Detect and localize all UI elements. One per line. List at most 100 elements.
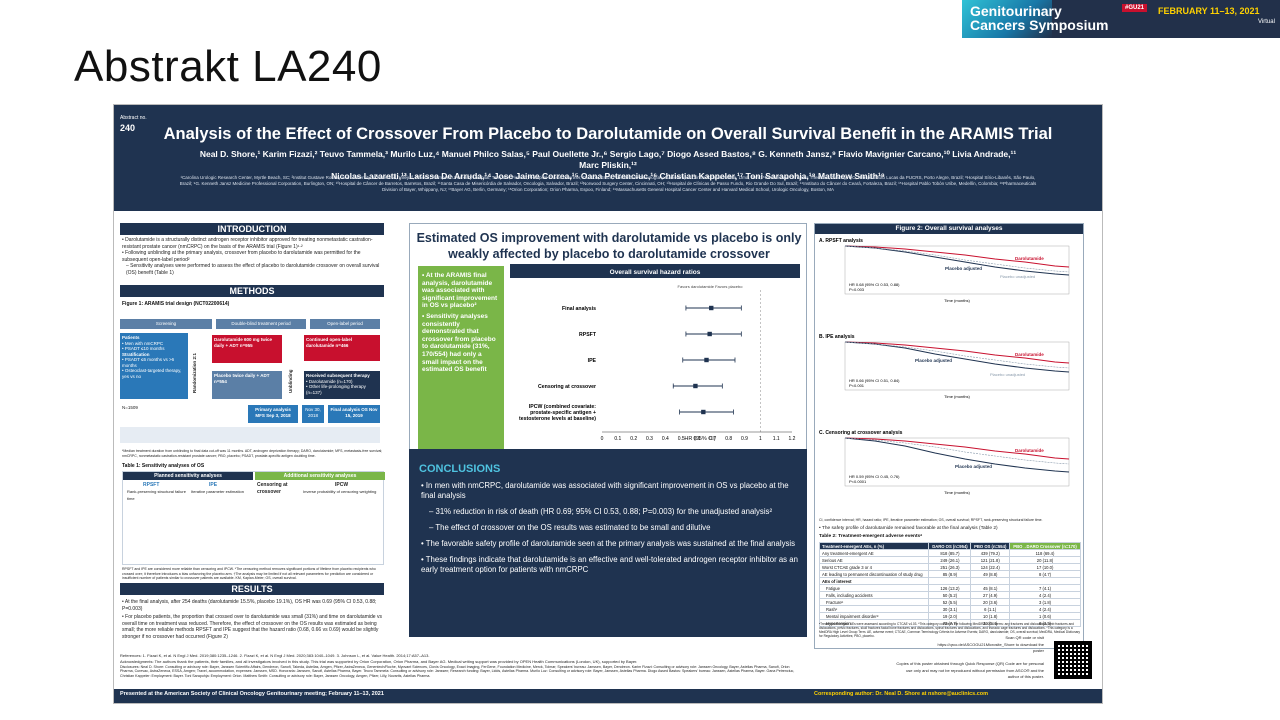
forest-xlabel: HR (95% CI): [684, 436, 715, 442]
summary-bullet: • At the ARAMIS final analysis, daroluta…: [422, 272, 498, 310]
qr-instructions: Scan QR code or visit https://qrco.de/AS…: [937, 635, 1045, 653]
km-panel-b: B. IPE analysis Darolutamide Placebo adj…: [819, 334, 1070, 399]
forest-row-label: IPCW (combined covariate: prostate-specif…: [519, 404, 596, 422]
x-tick-label: 0: [601, 436, 604, 442]
intro-bullet: • Following unblinding at the primary an…: [122, 250, 361, 263]
panel-b-label: B. IPE analysis: [819, 334, 855, 340]
table1-cell: Inverse probability of censoring weighti…: [303, 489, 377, 494]
patients-line: • Osteoclast-targeted therapy, yes vs no: [122, 368, 182, 379]
x-tick-label: 0.5: [678, 436, 685, 442]
x-tick-label: 0.6: [694, 436, 701, 442]
table2-cell: 118 (69.4): [1009, 549, 1081, 557]
forest-row-label: RPSFT: [579, 332, 597, 338]
slide-title: Abstrakt LA240: [74, 42, 382, 91]
table2-cell: Serious AE: [818, 556, 930, 564]
hr-point: [701, 409, 706, 415]
x-tick-label: 0.3: [646, 436, 653, 442]
affiliations: ¹Carolina Urologic Research Center, Myrt…: [179, 175, 1037, 192]
table1-note: RPSFT and IPE are considered more reliab…: [122, 567, 376, 580]
conclusions-panel: CONCLUSIONS • In men with nmCRPC, darolu…: [409, 449, 807, 637]
conclusions-body: • In men with nmCRPC, darolutamide was a…: [421, 481, 801, 581]
final-analysis-box: Final analysis OS Nov 15, 2019: [328, 405, 380, 423]
time-label-b: Time (months): [944, 394, 970, 399]
table2-cell: Any treatment-emergent AE: [818, 549, 930, 557]
figure2-panel: Figure 2: Overall survival analyses A. R…: [814, 223, 1084, 649]
table2-header: PBO OS (n=554): [970, 542, 1011, 550]
figure1-label: Figure 1: ARAMIS trial design (NCT022006…: [122, 301, 230, 307]
table2-row: Rashᶜ 30 (3.1) 6 (1.1) 4 (2.4): [818, 605, 1081, 613]
hr-a: HR 0.68 (95% CI 0.53, 0.88): [849, 282, 900, 287]
daro-label: Darolutamide: [1015, 448, 1044, 453]
conference-mode: Virtual: [1258, 19, 1275, 25]
table2-row: AEs of interest: [818, 577, 1081, 585]
acknowledgments: Acknowledgments: The authors thank the p…: [120, 659, 638, 664]
results-heading: RESULTS: [120, 583, 384, 595]
nov-date-box: Nov 30, 2018: [302, 405, 324, 423]
patients-line: • PSADT ≤10 months: [122, 346, 165, 351]
conference-dates: FEBRUARY 11–13, 2021: [1158, 6, 1260, 16]
authors-line-2: Nicolas Lazaretti,¹³ Larissa De Arruda,¹…: [331, 171, 885, 181]
panel-b-frame: [844, 341, 1070, 391]
screening-box: Screening: [120, 319, 212, 329]
placebo-adjusted-curve: [844, 341, 1070, 373]
poster-header: Abstract no. 240 Analysis of the Effect …: [114, 105, 1102, 211]
table2-cell: Fractureᵇ: [818, 598, 930, 606]
patients-title: Patients: [122, 335, 140, 340]
abstract-number: 240: [120, 123, 136, 133]
qr-code[interactable]: [1054, 641, 1092, 679]
randomization-label: Randomization 2:1: [192, 352, 197, 393]
trial-design-diagram: Screening Double-blind treatment period …: [120, 311, 382, 453]
table2-cell: 439 (79.2): [970, 549, 1011, 557]
time-label-c: Time (months): [944, 490, 970, 495]
table2-cell: [970, 577, 1011, 585]
table2-cell: 30 (3.1): [928, 605, 972, 613]
conference-logo: [962, 0, 1052, 38]
subsequent-therapy: Received subsequent therapy • Darolutami…: [304, 371, 380, 399]
table2-cell: 50 (5.2): [928, 591, 972, 599]
x-tick-label: 1.1: [773, 436, 780, 442]
presented-at: Presented at the American Society of Cli…: [120, 691, 384, 697]
table2-cell: Hypertension: [818, 619, 930, 627]
table2-cell: AEs of interest: [818, 577, 930, 585]
panel-c-label: C. Censoring at crossover analysis: [819, 430, 903, 436]
table2-row: Mental impairment disorderᵈ 19 (2.0) 10 (1…: [818, 612, 1081, 620]
table2-cell: 251 (26.3): [928, 563, 972, 571]
unblinding-label: Unblinding: [288, 369, 293, 394]
table2-cell: Fatigue: [818, 584, 930, 592]
key-findings-panel: Estimated OS improvement with darolutami…: [409, 223, 807, 468]
table2-header: Treatment-emergent AEs, n (%): [818, 542, 930, 550]
introduction-text: • Darolutamide is a structurally distinc…: [122, 237, 384, 276]
pbo-unadj-label: Placebo unadjusted: [1000, 274, 1035, 279]
table2-cell: 4 (2.4): [1009, 591, 1081, 599]
figure2-footnote: CI, confidence interval; HR, hazard rati…: [819, 518, 1043, 522]
table1-cell: Rank-preserving structural failure time: [127, 489, 186, 501]
hr-point: [707, 331, 712, 337]
primary-analysis-box: Primary analysis MFS Sep 3, 2018: [248, 405, 298, 423]
table2-row: AE leading to permanent discontinuation …: [818, 570, 1081, 578]
km-curves: A. RPSFT analysis Darolutamide Placebo a…: [819, 238, 1070, 495]
table2-cell: 124 (22.4): [970, 563, 1011, 571]
table2-cell: 52 (5.5): [928, 598, 972, 606]
authors-line-1: Neal D. Shore,¹ Karim Fizazi,² Teuvo Tam…: [199, 149, 1017, 170]
hr-b: HR 0.66 (95% CI 0.51, 0.84): [849, 378, 900, 383]
table2-cell: 20 (11.8): [1009, 556, 1081, 564]
table2-cell: Worst CTCAE grade 3 or 4: [818, 563, 930, 571]
placebo-unadjusted-curve: [844, 245, 1070, 273]
exposure-table: [120, 427, 380, 443]
forest-plot: Overall survival hazard ratios Favors da…: [510, 264, 800, 464]
table2-row: Worst CTCAE grade 3 or 4 251 (26.3) 124 (2…: [818, 563, 1081, 571]
subsequent-title: Received subsequent therapy: [306, 373, 370, 378]
p-b: P<0.001: [849, 383, 865, 388]
km-panel-c: C. Censoring at crossover analysis Darol…: [819, 430, 1070, 495]
disclosures: Disclosures: Neal D. Shore: Consulting o…: [120, 665, 795, 678]
corresponding-author[interactable]: Corresponding author: Dr. Neal D. Shore …: [814, 691, 989, 697]
open-label-box: Open-label period: [310, 319, 380, 329]
forest-title-bar: [510, 264, 800, 278]
hashtag-badge: #GU21: [1122, 4, 1148, 12]
x-tick-label: 0.7: [709, 436, 716, 442]
table2-row: Hypertension 73 (7.7) 30 (5.4) 6 (3.5): [818, 619, 1081, 627]
panel-c-frame: [844, 437, 1070, 487]
panel-a-frame: [844, 245, 1070, 295]
hr-point: [709, 305, 714, 311]
x-tick-label: 0.8: [725, 436, 732, 442]
